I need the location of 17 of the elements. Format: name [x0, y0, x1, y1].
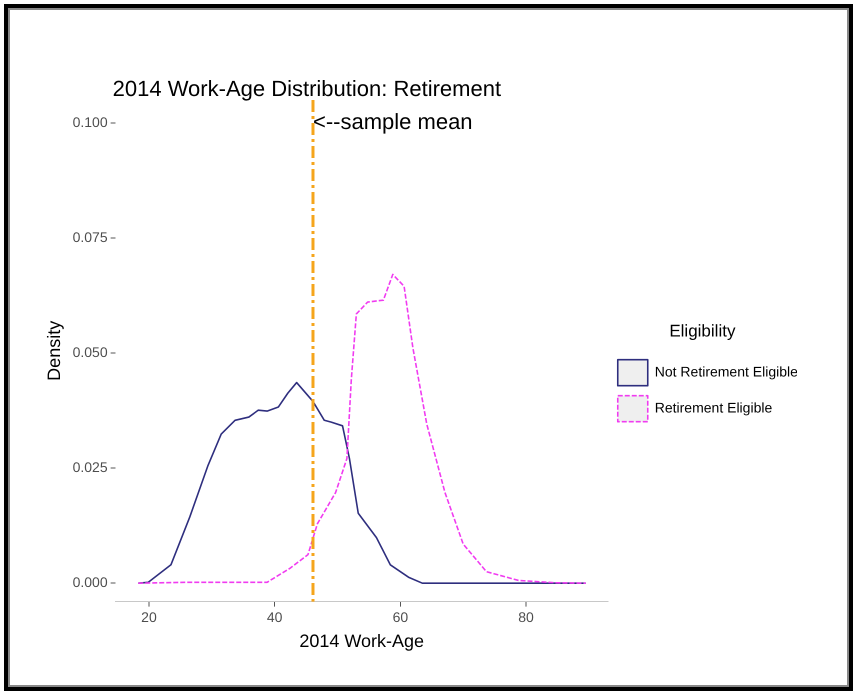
x-tick-label: 80: [518, 608, 534, 625]
y-tick-label: 0.050: [72, 344, 108, 360]
y-tick-label: 0.075: [72, 228, 108, 245]
y-tick-label: 0.100: [72, 114, 108, 130]
line-series: [137, 274, 587, 584]
y-axis-title: Density: [44, 320, 64, 381]
y-tick-label: 0.025: [72, 459, 108, 476]
x-tick-label: 40: [266, 608, 283, 625]
y-tick-label: 0.000: [72, 574, 108, 590]
x-tick-label: 20: [141, 608, 157, 625]
annotation: <--sample mean: [312, 109, 473, 134]
x-tick-label: 60: [392, 608, 408, 625]
chart-title: 2014 Work-Age Distribution: Retirement: [112, 76, 502, 101]
legend-label: Retirement Eligible: [654, 400, 772, 416]
x-axis-title: 2014 Work-Age: [299, 631, 424, 652]
legend-label: Not Retirement Eligible: [654, 364, 798, 380]
legend-title: Eligibility: [669, 321, 736, 340]
